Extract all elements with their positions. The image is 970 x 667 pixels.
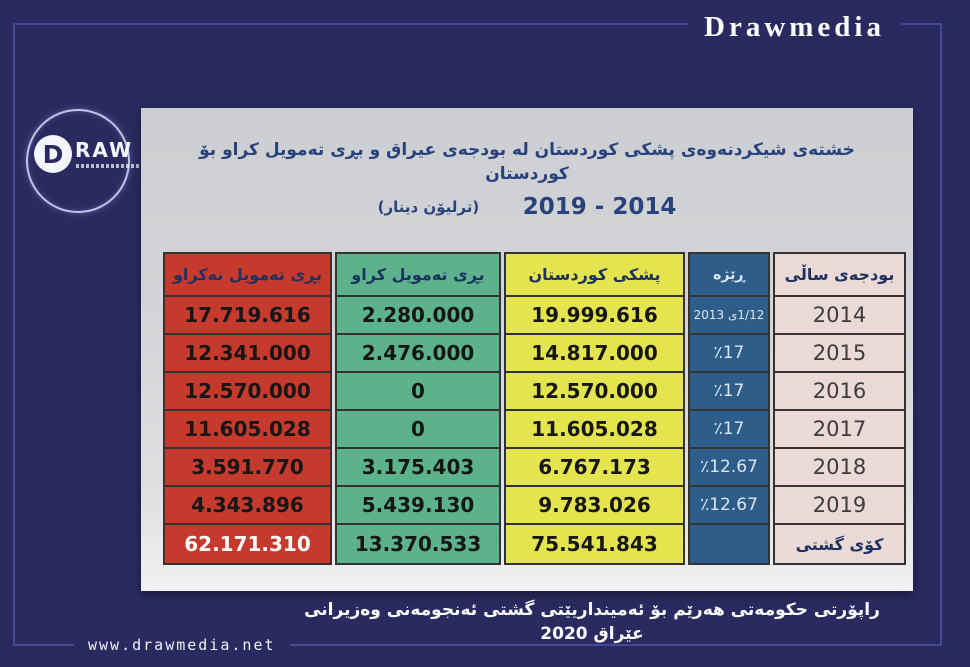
cell-year-2016: 2016: [775, 371, 904, 409]
table-photo: خشتەی شیکردنەوەی پشکی کوردستان لە بودجەی…: [141, 108, 913, 591]
website-url: www.drawmedia.net: [74, 634, 290, 656]
cell-funded-total: 13.370.533: [337, 523, 499, 563]
column-rate: ڕێژە 1/12ی 2013 ٪17 ٪17 ٪17 ٪12.67 ٪12.6…: [688, 252, 770, 565]
cell-rate-2015: ٪17: [690, 333, 768, 371]
column-kurdistan-share: پشکی کوردستان 19.999.616 14.817.000 12.5…: [504, 252, 685, 565]
unit-label: (ترلیۆن دینار): [377, 198, 480, 216]
cell-year-2015: 2015: [775, 333, 904, 371]
cell-share-2014: 19.999.616: [506, 295, 683, 333]
cell-funded-2018: 3.175.403: [337, 447, 499, 485]
cell-funded-2019: 5.439.130: [337, 485, 499, 523]
cell-share-2017: 11.605.028: [506, 409, 683, 447]
column-unfunded: بڕی تەمویل نەکراو 17.719.616 12.341.000 …: [163, 252, 332, 565]
cell-unfunded-2016: 12.570.000: [165, 371, 330, 409]
column-funded: بڕی تەمویل کراو 2.280.000 2.476.000 0 0 …: [335, 252, 501, 565]
cell-unfunded-total: 62.171.310: [165, 523, 330, 563]
cell-share-2018: 6.767.173: [506, 447, 683, 485]
cell-funded-2016: 0: [337, 371, 499, 409]
brand-wordmark: Drawmedia: [688, 9, 901, 45]
column-header-year: بودجەی ساڵی: [784, 265, 895, 284]
column-header-rate: ڕێژە: [713, 266, 745, 283]
column-header-funded: بڕی تەمویل کراو: [351, 265, 485, 284]
cell-share-2015: 14.817.000: [506, 333, 683, 371]
draw-logo: D RAW: [26, 109, 140, 213]
column-header-unfunded: بڕی تەمویل نەکراو: [172, 265, 323, 284]
cell-year-2018: 2018: [775, 447, 904, 485]
cell-rate-2019: ٪12.67: [690, 485, 768, 523]
cell-rate-total: [690, 523, 768, 563]
logo-d-icon: D: [34, 135, 72, 173]
logo-tagline: [76, 164, 140, 168]
cell-rate-2014: 1/12ی 2013: [690, 295, 768, 333]
table-title: خشتەی شیکردنەوەی پشکی کوردستان لە بودجەی…: [199, 140, 855, 184]
cell-rate-2017: ٪17: [690, 409, 768, 447]
cell-year-total-label: کۆی گشتی: [775, 523, 904, 563]
logo-raw-text: RAW: [75, 138, 134, 162]
logo-circle-icon: [26, 109, 130, 213]
column-budget-year: بودجەی ساڵی 2014 2015 2016 2017 2018 201…: [773, 252, 906, 565]
cell-unfunded-2019: 4.343.896: [165, 485, 330, 523]
cell-funded-2017: 0: [337, 409, 499, 447]
cell-year-2017: 2017: [775, 409, 904, 447]
budget-table: بڕی تەمویل نەکراو 17.719.616 12.341.000 …: [163, 252, 906, 565]
frame-border: [13, 23, 942, 646]
cell-share-2019: 9.783.026: [506, 485, 683, 523]
column-header-share: پشکی کوردستان: [528, 265, 661, 284]
cell-share-total: 75.541.843: [506, 523, 683, 563]
cell-unfunded-2017: 11.605.028: [165, 409, 330, 447]
cell-rate-2016: ٪17: [690, 371, 768, 409]
cell-unfunded-2015: 12.341.000: [165, 333, 330, 371]
cell-funded-2015: 2.476.000: [337, 333, 499, 371]
cell-unfunded-2014: 17.719.616: [165, 295, 330, 333]
cell-rate-2018: ٪12.67: [690, 447, 768, 485]
cell-year-2019: 2019: [775, 485, 904, 523]
period-range: 2014 - 2019: [522, 194, 677, 220]
table-subtitle: 2014 - 2019 (ترلیۆن دینار): [141, 194, 913, 220]
cell-unfunded-2018: 3.591.770: [165, 447, 330, 485]
report-caption: راپۆرتی حکومەتی هەرێم بۆ ئەمینداریێتی گش…: [304, 600, 880, 644]
cell-funded-2014: 2.280.000: [337, 295, 499, 333]
cell-year-2014: 2014: [775, 295, 904, 333]
cell-share-2016: 12.570.000: [506, 371, 683, 409]
